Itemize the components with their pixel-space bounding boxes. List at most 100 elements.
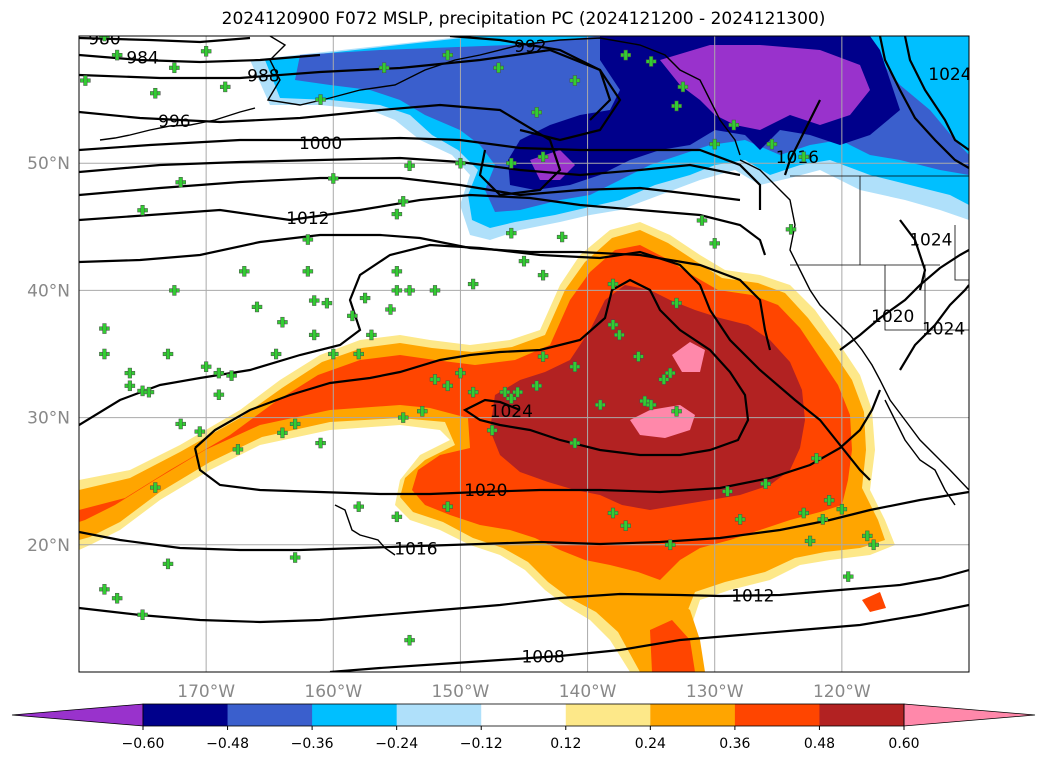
station-marker bbox=[404, 285, 415, 296]
station-marker bbox=[493, 62, 504, 74]
precip-pink-region-2 bbox=[672, 342, 705, 372]
state-borders bbox=[790, 176, 969, 331]
station-marker bbox=[347, 310, 358, 322]
station-marker bbox=[607, 319, 619, 330]
isobar-label: 1008 bbox=[521, 648, 564, 668]
station-marker bbox=[80, 75, 91, 86]
station-marker bbox=[391, 208, 403, 220]
colorbar-segment bbox=[312, 704, 398, 726]
station-marker bbox=[531, 380, 542, 392]
station-marker bbox=[124, 380, 136, 392]
colorbar-tick-label: −0.36 bbox=[291, 736, 334, 752]
station-marker bbox=[614, 329, 625, 341]
isobar-1020-ne bbox=[878, 36, 969, 169]
station-marker bbox=[664, 539, 676, 551]
station-marker bbox=[664, 367, 676, 379]
isobar-label: 1016 bbox=[776, 148, 819, 168]
station-marker bbox=[569, 437, 581, 449]
lon-label: 160°W bbox=[304, 682, 362, 702]
isobar-label: 1016 bbox=[394, 540, 437, 560]
isobar-labels: 980 984 988 992 996 1000 1012 1024 1020 1016 1012 1… bbox=[88, 36, 969, 668]
isobar-label: 996 bbox=[158, 112, 190, 132]
colorbar-tick-label: 0.12 bbox=[550, 736, 581, 752]
station-marker bbox=[620, 49, 631, 61]
station-marker bbox=[696, 215, 708, 226]
station-marker bbox=[868, 539, 879, 551]
lon-label: 170°W bbox=[177, 682, 235, 702]
lat-label: 50°N bbox=[27, 154, 70, 174]
lon-label: 130°W bbox=[686, 682, 744, 702]
station-marker bbox=[836, 503, 848, 515]
isobar-1016-ne bbox=[783, 99, 821, 176]
station-marker bbox=[760, 478, 771, 489]
station-marker bbox=[404, 160, 415, 171]
isobar-1020-east bbox=[839, 249, 969, 351]
station-marker bbox=[397, 412, 409, 423]
isobar-label: 988 bbox=[247, 66, 279, 86]
station-marker bbox=[99, 323, 110, 334]
station-marker bbox=[391, 285, 403, 296]
station-marker bbox=[817, 514, 829, 525]
station-marker bbox=[213, 367, 225, 379]
station-marker bbox=[633, 351, 644, 362]
isobar-label: 992 bbox=[514, 37, 546, 57]
station-marker bbox=[277, 316, 288, 328]
station-marker bbox=[766, 138, 778, 150]
alaska-coastline bbox=[266, 36, 741, 156]
isobar-996 bbox=[79, 103, 562, 197]
station-marker bbox=[391, 266, 403, 277]
station-marker bbox=[556, 231, 568, 243]
station-marker bbox=[671, 297, 682, 309]
isobar-1008-south bbox=[329, 603, 969, 672]
station-marker bbox=[328, 348, 339, 360]
isobar-label: 1012 bbox=[286, 209, 329, 229]
colorbar-tick-label: −0.24 bbox=[375, 736, 418, 752]
colorbar-tick-label: −0.60 bbox=[122, 736, 165, 752]
station-marker bbox=[645, 399, 657, 411]
station-marker bbox=[353, 348, 364, 360]
station-marker bbox=[200, 46, 212, 57]
map-title: 2024120900 F072 MSLP, precipitation PC (… bbox=[221, 9, 826, 29]
political-borders bbox=[790, 175, 969, 331]
colorbar-segment bbox=[227, 704, 313, 726]
station-marker bbox=[658, 374, 670, 385]
station-marker bbox=[499, 386, 511, 398]
station-marker bbox=[512, 386, 523, 398]
isobar-label: 1020 bbox=[464, 481, 507, 501]
lat-label: 30°N bbox=[27, 409, 70, 429]
colorbar-extend-min bbox=[11, 703, 144, 727]
station-marker bbox=[359, 292, 371, 304]
station-marker bbox=[506, 227, 517, 239]
station-marker bbox=[455, 157, 466, 169]
station-marker bbox=[99, 584, 110, 595]
isobar-1024-ne bbox=[903, 36, 969, 151]
station-marker bbox=[862, 530, 873, 542]
station-marker bbox=[442, 49, 453, 61]
station-marker bbox=[531, 107, 542, 118]
station-marker bbox=[219, 81, 231, 93]
station-marker bbox=[111, 49, 123, 61]
station-marker bbox=[270, 348, 282, 360]
station-marker bbox=[353, 501, 364, 512]
station-marker bbox=[277, 427, 288, 439]
station-marker bbox=[289, 552, 301, 563]
station-marker bbox=[366, 329, 377, 341]
station-marker bbox=[175, 418, 186, 430]
station-marker bbox=[537, 351, 549, 362]
lat-label: 20°N bbox=[27, 536, 70, 556]
station-marker bbox=[811, 453, 822, 464]
isobar-984 bbox=[79, 53, 321, 64]
station-marker bbox=[537, 151, 549, 163]
station-marker bbox=[607, 278, 619, 290]
station-marker bbox=[137, 609, 148, 621]
station-marker bbox=[302, 266, 314, 277]
isobar-1000 bbox=[79, 136, 762, 210]
station-marker bbox=[308, 329, 320, 341]
isobar-980 bbox=[79, 36, 251, 44]
station-marker bbox=[595, 399, 606, 411]
station-marker bbox=[391, 511, 403, 523]
station-marker bbox=[798, 151, 809, 163]
station-marker bbox=[537, 269, 549, 281]
station-marker bbox=[798, 507, 809, 519]
